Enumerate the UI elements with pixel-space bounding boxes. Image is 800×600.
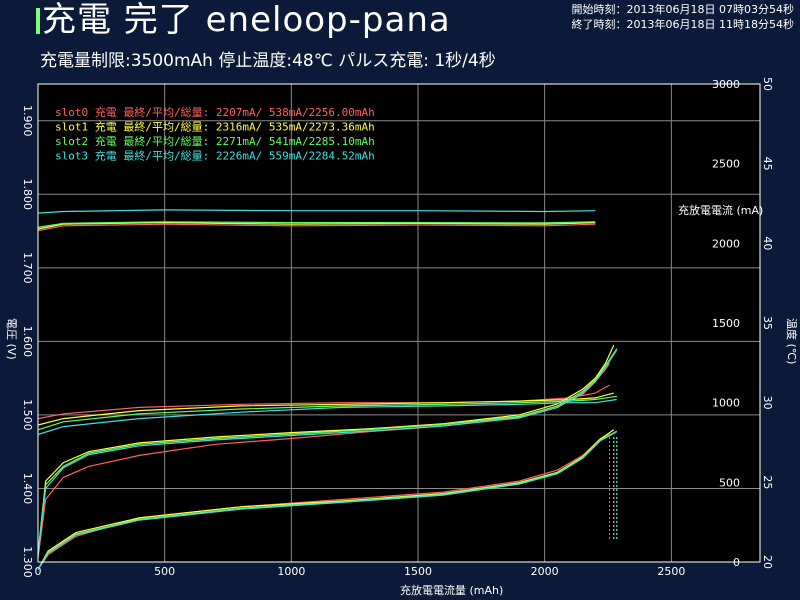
- y-tick-label: 1.300: [21, 546, 34, 578]
- x-axis-title: 充放電電流量 (mAh): [400, 584, 504, 597]
- current-tick-label: 1000: [712, 397, 740, 410]
- slot0-voltage-line: [37, 363, 610, 559]
- slot0-temp-line: [37, 384, 610, 420]
- slot2-temp-line: [37, 395, 617, 431]
- end-time: 終了時刻：2013年06月18日 11時18分54秒: [571, 18, 794, 31]
- plot-border: [37, 83, 761, 563]
- title-accent-bar: [36, 8, 40, 34]
- x-tick-label: 1500: [404, 565, 432, 578]
- temp-tick-label: 40: [761, 236, 774, 250]
- plot-area: [38, 84, 760, 562]
- slot2-current-line: [37, 221, 596, 228]
- tick-labels: 0 500 1000 1500 2000 2500 1.300 1.400 1.500 1.600…: [21, 77, 774, 578]
- slot3-voltage-low-line: [37, 431, 617, 570]
- slot3-current-line: [37, 209, 596, 214]
- legend-entry: slot1 充電 最終/平均/総量: 2316mA/ 535mA/2273.36…: [55, 120, 375, 134]
- slot1-current-line: [37, 221, 596, 230]
- legend: slot0 充電 最終/平均/総量: 2207mA/ 538mA/2256.00…: [55, 105, 375, 163]
- grid-lines: [38, 84, 760, 562]
- page-title: 充電 完了 eneloop-pana: [36, 0, 451, 40]
- start-time: 開始時刻：2013年06月18日 07時03分54秒: [571, 3, 794, 16]
- y-tick-label: 1.500: [21, 399, 34, 431]
- page-title-text: 充電 完了 eneloop-pana: [42, 0, 451, 40]
- time-info: 開始時刻：2013年06月18日 07時03分54秒 終了時刻：2013年06月…: [572, 2, 794, 32]
- x-tick-label: 2500: [657, 565, 685, 578]
- temp-tick-label: 35: [761, 316, 774, 330]
- temp-tick-label: 30: [761, 396, 774, 410]
- slot1-temp-line: [37, 392, 614, 426]
- current-axis-title-text: 充放電電流 (mA): [678, 204, 764, 217]
- y-tick-label: 1.900: [21, 105, 34, 136]
- temp-tick-label: 50: [761, 77, 774, 91]
- x-tick-label: 1000: [277, 565, 305, 578]
- temp-axis-title: 温度 (℃): [785, 318, 798, 365]
- slot0-voltage-low-line: [37, 432, 610, 570]
- current-tick-label: 2000: [712, 237, 740, 250]
- y-tick-label: 1.800: [21, 179, 34, 211]
- legend-entry: slot2 充電 最終/平均/総量: 2271mA/ 541mA/2285.10…: [55, 134, 375, 148]
- current-tick-label: 500: [719, 476, 740, 489]
- current-axis-title: 充放電電流 (mA): [678, 204, 763, 217]
- charge-settings: 充電量制限:3500mAh 停止温度:48℃ パルス充電: 1秒/4秒: [40, 51, 496, 71]
- legend-entry: slot3 充電 最終/平均/総量: 2226mA/ 559mA/2284.52…: [55, 149, 375, 163]
- x-tick-label: 2000: [531, 565, 559, 578]
- y-tick-label: 1.600: [21, 326, 34, 358]
- current-tick-label: 1500: [712, 317, 740, 330]
- x-tick-label: 0: [35, 565, 42, 578]
- legend-entry: slot0 充電 最終/平均/総量: 2207mA/ 538mA/2256.00…: [55, 105, 375, 119]
- current-tick-label: 2500: [712, 158, 740, 171]
- slot3-temp-line: [37, 398, 617, 436]
- temp-tick-label: 20: [761, 555, 774, 569]
- slot3-voltage-line: [37, 349, 618, 555]
- slot0-current-line: [37, 223, 596, 232]
- series-layer: [37, 209, 618, 570]
- temp-tick-label: 45: [761, 157, 774, 171]
- y-tick-label: 1.700: [21, 252, 34, 284]
- slot2-voltage-line: [37, 348, 618, 554]
- x-tick-label: 500: [154, 565, 175, 578]
- temp-tick-label: 25: [761, 475, 774, 489]
- y-axis-title: 電圧 (V): [5, 318, 18, 360]
- y-tick-label: 1.400: [21, 473, 34, 505]
- slot1-voltage-line: [37, 344, 615, 555]
